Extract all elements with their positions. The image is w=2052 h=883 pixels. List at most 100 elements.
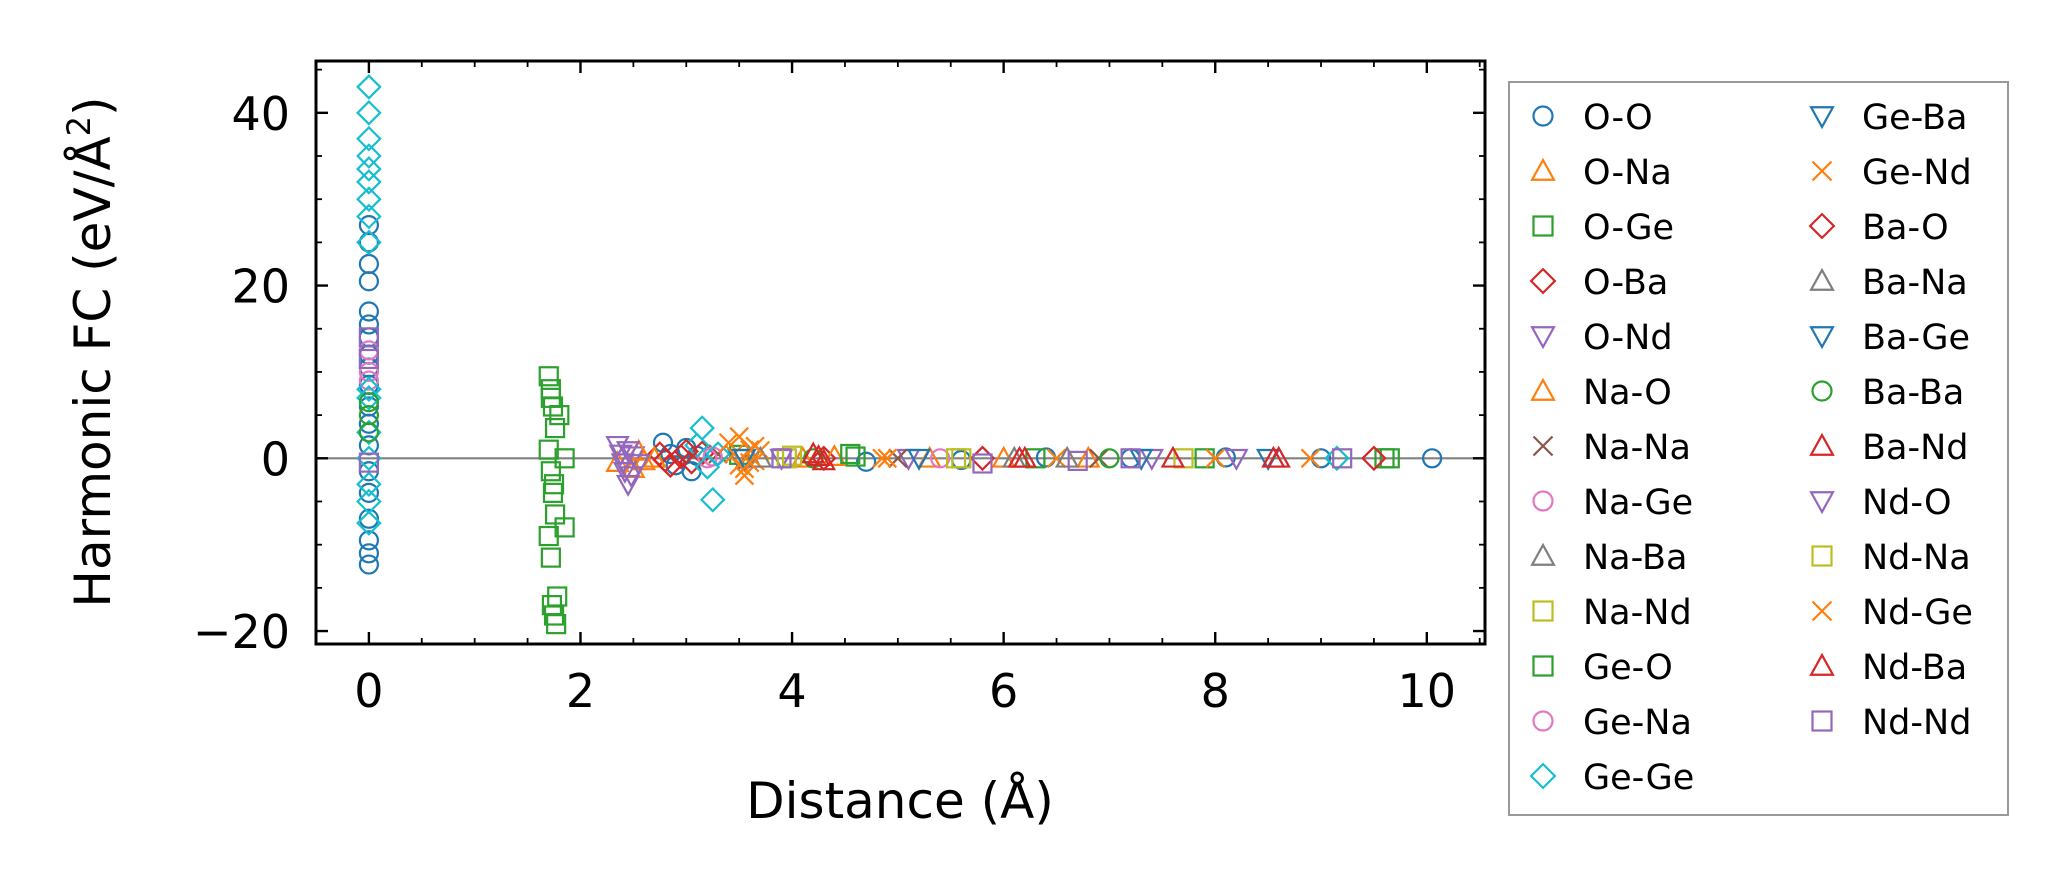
data-point	[1007, 445, 1032, 468]
x-axis-title: Distance (Å)	[746, 772, 1054, 830]
legend-marker	[1809, 491, 1835, 515]
data-point	[1332, 448, 1353, 469]
legend-entry: O-Nd	[1530, 318, 1673, 358]
x-tick-label: 4	[777, 664, 806, 718]
data-point	[358, 327, 379, 348]
series-Ba-Ge	[732, 448, 1154, 471]
legend-entry: Ba-Nd	[1809, 428, 1969, 468]
legend-marker	[1811, 600, 1833, 622]
data-points	[356, 74, 1443, 635]
data-point	[1046, 448, 1067, 469]
data-point	[358, 215, 379, 236]
legend-marker	[1530, 157, 1556, 181]
data-point	[972, 453, 993, 474]
series-Ba-O	[652, 438, 1387, 473]
data-point	[781, 445, 803, 466]
data-point	[356, 186, 382, 212]
data-point	[619, 466, 644, 489]
legend-label: O-O	[1583, 98, 1653, 138]
legend-marker	[1530, 542, 1556, 566]
legend: O-O O-Na O-Ge O-Ba O-Nd Na-O Na-Na Na-Ge Na-Ba Na…	[1508, 81, 2009, 816]
data-point	[906, 448, 932, 471]
data-point	[358, 361, 379, 383]
axis-tick-labels: 0 2 4 6 8 10 −20 0 20 40	[193, 87, 1456, 718]
legend-marker	[1532, 655, 1554, 677]
legend-entry: O-O	[1532, 98, 1653, 138]
data-point	[801, 441, 826, 464]
data-point	[540, 387, 561, 408]
series-Nd-Nd	[358, 327, 1353, 474]
legend-entry: Na-Nd	[1532, 593, 1692, 633]
legend-label: O-Nd	[1583, 318, 1673, 358]
data-point	[358, 253, 379, 275]
legend-marker	[1809, 652, 1835, 676]
legend-label: Na-Ba	[1583, 538, 1687, 578]
data-point	[1076, 445, 1101, 468]
legend-label: Na-O	[1583, 373, 1672, 413]
legend-marker	[1811, 160, 1833, 182]
data-point	[358, 543, 379, 564]
legend-label: Nd-Na	[1862, 538, 1971, 578]
legend-entry: Nd-Nd	[1811, 703, 1971, 743]
data-point	[356, 376, 382, 403]
data-point	[729, 426, 749, 447]
data-point	[358, 301, 379, 322]
legend-entry: Nd-Ge	[1811, 593, 1973, 633]
data-point	[1054, 445, 1080, 468]
data-point	[626, 454, 651, 477]
axis-ticks	[315, 61, 1485, 644]
data-point	[806, 443, 831, 466]
data-point	[856, 451, 877, 472]
y-tick-label: −20	[193, 605, 290, 659]
series-Ge-O	[540, 387, 1395, 635]
data-point	[356, 125, 382, 152]
data-point	[1067, 450, 1088, 471]
legend-label: Ge-Ba	[1862, 98, 1968, 138]
data-point	[872, 448, 892, 469]
data-point	[1374, 448, 1395, 469]
data-point	[544, 417, 566, 439]
data-point	[356, 203, 382, 230]
legend-entry: O-Ge	[1532, 208, 1674, 248]
legend-marker	[1532, 105, 1554, 127]
legend-entry: Na-Ba	[1530, 538, 1687, 578]
legend-label: Ba-Ge	[1862, 318, 1970, 358]
legend-marker	[1532, 710, 1554, 732]
x-tick-label: 0	[354, 664, 383, 718]
data-point	[358, 370, 379, 391]
legend-marker	[1809, 267, 1835, 291]
data-point	[356, 510, 382, 536]
legend-label: Nd-Nd	[1862, 703, 1971, 743]
data-point	[1310, 448, 1332, 469]
legend-entry: Ge-Nd	[1811, 153, 1972, 193]
legend-marker	[1532, 600, 1554, 622]
data-point	[689, 415, 715, 441]
legend-marker	[1811, 380, 1833, 402]
data-point	[1099, 448, 1120, 469]
legend-marker	[1809, 326, 1835, 350]
data-point	[705, 441, 731, 467]
data-point	[356, 471, 382, 498]
legend-entry: Ba-Ba	[1811, 373, 1964, 413]
legend-label: Ge-Nd	[1862, 153, 1972, 193]
legend-label: Nd-O	[1862, 483, 1952, 523]
data-point	[699, 486, 726, 513]
x-tick-label: 10	[1398, 664, 1457, 718]
data-point	[543, 474, 565, 495]
data-point	[877, 448, 898, 469]
data-point	[673, 438, 700, 465]
legend-entry: O-Na	[1530, 153, 1672, 193]
legend-label: O-Na	[1583, 153, 1672, 193]
legend-marker	[1532, 435, 1554, 457]
legend-label: Ba-Na	[1862, 263, 1968, 303]
legend-entry: Ba-O	[1808, 208, 1949, 248]
data-point	[739, 452, 760, 473]
data-point	[356, 143, 382, 169]
series-O-O	[358, 215, 1443, 575]
data-point	[652, 447, 678, 473]
data-point	[615, 441, 641, 464]
legend-marker	[1530, 377, 1556, 401]
legend-entry: Na-O	[1530, 373, 1672, 413]
data-point	[732, 448, 757, 471]
